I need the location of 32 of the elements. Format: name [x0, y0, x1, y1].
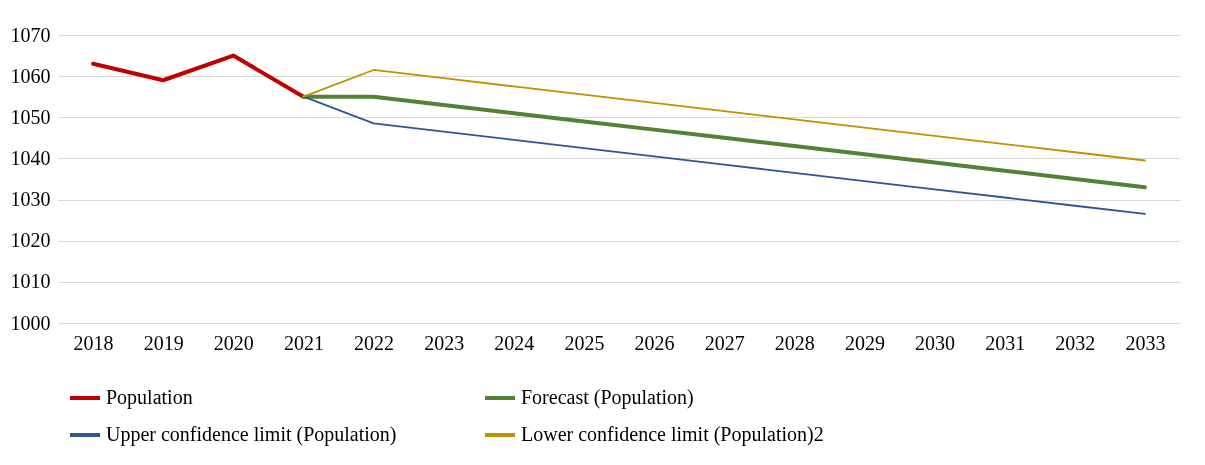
- y-tick-label: 1050: [10, 105, 51, 128]
- y-tick-label: 1000: [10, 311, 51, 334]
- legend-label: Upper confidence limit (Population): [106, 423, 397, 446]
- y-tick-label: 1030: [10, 188, 51, 211]
- x-tick-label: 2018: [73, 331, 114, 354]
- legend-label: Forecast (Population): [521, 386, 694, 409]
- line-series: [91, 53, 306, 99]
- x-tick-label: 2033: [1125, 331, 1166, 354]
- x-tick-label: 2019: [143, 331, 184, 354]
- y-tick-label: 1070: [10, 23, 51, 46]
- x-tick-label: 2024: [494, 331, 535, 354]
- x-tick-label: 2029: [844, 331, 885, 354]
- legend-label: Lower confidence limit (Population)2: [521, 423, 824, 446]
- x-tick-label: 2027: [704, 331, 745, 354]
- line-series: [302, 69, 1146, 162]
- x-tick-label: 2032: [1055, 331, 1096, 354]
- x-tick-label: 2030: [915, 331, 956, 354]
- line-series: [301, 94, 1147, 190]
- x-tick-label: 2022: [354, 331, 395, 354]
- legend-label: Population: [106, 386, 193, 409]
- x-tick-label: 2026: [634, 331, 675, 354]
- x-tick-label: 2031: [985, 331, 1026, 354]
- x-tick-label: 2021: [283, 331, 324, 354]
- y-tick-label: 1060: [10, 64, 51, 87]
- x-tick-label: 2020: [213, 331, 254, 354]
- y-tick-label: 1010: [10, 270, 51, 293]
- line-series: [302, 95, 1146, 215]
- x-tick-label: 2023: [424, 331, 465, 354]
- y-tick-label: 1040: [10, 146, 51, 169]
- y-tick-label: 1020: [10, 229, 51, 252]
- x-tick-label: 2028: [774, 331, 815, 354]
- x-tick-label: 2025: [564, 331, 605, 354]
